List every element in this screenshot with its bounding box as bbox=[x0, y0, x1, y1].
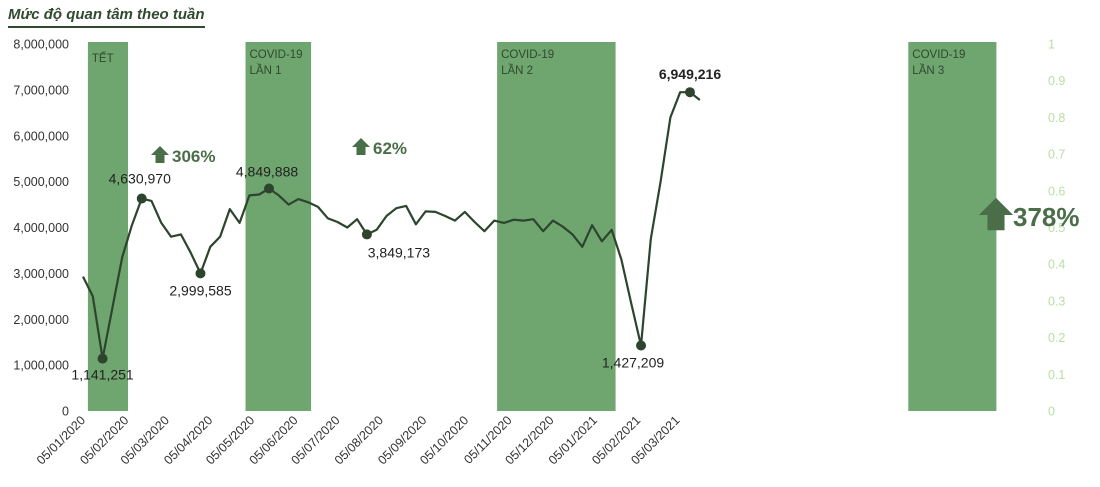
growth-callout-label: 62% bbox=[373, 139, 407, 158]
shaded-period-label: COVID-19 bbox=[912, 49, 965, 61]
shaded-period-label: LẦN 3 bbox=[912, 64, 944, 77]
y-left-tick-label: 2,000,000 bbox=[13, 313, 69, 327]
y-right-tick-label: 0.6 bbox=[1048, 184, 1065, 198]
shaded-period-2 bbox=[245, 42, 312, 411]
shaded-period-4 bbox=[908, 42, 997, 411]
shaded-period-label: LẦN 1 bbox=[250, 64, 282, 77]
data-point-marker bbox=[264, 183, 275, 194]
shaded-period-label: COVID-19 bbox=[501, 49, 554, 61]
data-point-label: 1,427,209 bbox=[602, 355, 664, 371]
y-left-tick-label: 0 bbox=[62, 405, 69, 419]
up-arrow-icon bbox=[352, 138, 370, 155]
chart-title: Mức độ quan tâm theo tuần bbox=[8, 6, 205, 28]
data-point-marker bbox=[136, 193, 147, 204]
y-right-tick-label: 0.3 bbox=[1048, 294, 1065, 308]
y-left-tick-label: 8,000,000 bbox=[13, 38, 69, 52]
shaded-period-1 bbox=[87, 42, 129, 411]
y-right-tick-label: 1 bbox=[1048, 38, 1055, 52]
shaded-period-3 bbox=[497, 42, 616, 411]
y-right-tick-label: 0 bbox=[1048, 405, 1055, 419]
growth-callout-label: 306% bbox=[172, 147, 215, 166]
y-right-tick-label: 0.5 bbox=[1048, 221, 1065, 235]
y-left-tick-label: 6,000,000 bbox=[13, 129, 69, 143]
y-right-tick-label: 0.4 bbox=[1048, 258, 1065, 272]
data-point-label: 4,849,888 bbox=[236, 164, 298, 180]
y-right-tick-label: 0.1 bbox=[1048, 368, 1065, 382]
data-point-marker bbox=[361, 229, 372, 240]
y-right-tick-label: 0.2 bbox=[1048, 331, 1065, 345]
data-point-label: 1,141,251 bbox=[71, 367, 133, 383]
data-point-label: 2,999,585 bbox=[169, 282, 231, 298]
y-left-tick-label: 3,000,000 bbox=[13, 267, 69, 281]
growth-callout-label: 378% bbox=[1013, 202, 1080, 232]
data-point-label: 6,949,216 bbox=[659, 66, 721, 82]
y-left-tick-label: 7,000,000 bbox=[13, 83, 69, 97]
up-arrow-icon bbox=[978, 197, 1014, 231]
data-point-marker bbox=[684, 87, 695, 98]
y-right-tick-label: 0.8 bbox=[1048, 111, 1065, 125]
data-point-label: 4,630,970 bbox=[109, 171, 171, 187]
series-line bbox=[82, 91, 701, 360]
data-point-marker bbox=[195, 268, 206, 279]
data-point-label: 3,849,173 bbox=[368, 244, 430, 260]
shaded-period-label: LẦN 2 bbox=[501, 64, 533, 77]
data-point-marker bbox=[97, 353, 108, 364]
y-right-tick-label: 0.9 bbox=[1048, 74, 1065, 88]
shaded-period-label: COVID-19 bbox=[250, 49, 303, 61]
y-right-tick-label: 0.7 bbox=[1048, 148, 1065, 162]
y-left-tick-label: 5,000,000 bbox=[13, 175, 69, 189]
data-point-marker bbox=[636, 340, 647, 351]
y-left-tick-label: 1,000,000 bbox=[13, 359, 69, 373]
up-arrow-icon bbox=[151, 146, 169, 163]
shaded-period-label: TẾT bbox=[92, 52, 114, 65]
y-left-tick-label: 4,000,000 bbox=[13, 221, 69, 235]
